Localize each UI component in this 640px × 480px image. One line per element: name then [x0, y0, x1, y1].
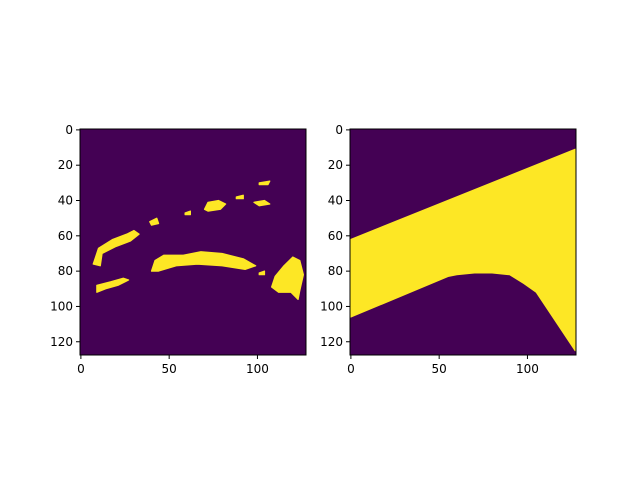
mask-region-9 — [235, 194, 244, 200]
axes-frame — [349, 128, 577, 356]
x-tick-label: 50 — [162, 362, 177, 376]
y-tick-label: 120 — [50, 335, 73, 349]
y-tick-label: 0 — [335, 123, 343, 137]
axes-frame — [79, 128, 307, 356]
mask-region-4 — [203, 199, 227, 212]
y-tick-label: 100 — [50, 299, 73, 313]
x-tick-label: 0 — [77, 362, 85, 376]
x-tick-label: 0 — [347, 362, 355, 376]
mask-region-3 — [271, 256, 304, 300]
y-tick-label: 120 — [320, 335, 343, 349]
mask-region-6 — [258, 180, 271, 186]
mask-region-8 — [184, 210, 191, 216]
y-tick-label: 80 — [58, 264, 73, 278]
x-tick-label: 100 — [246, 362, 269, 376]
mask-region-5 — [253, 199, 271, 207]
mask-region-7 — [149, 217, 160, 226]
y-tick-label: 60 — [58, 229, 73, 243]
left-mask-panel: 0 50 100 0 20 40 60 80 100 120 — [50, 123, 307, 376]
mask-region-0 — [350, 148, 576, 352]
y-tick-label: 40 — [58, 194, 73, 208]
y-tick-label: 20 — [58, 158, 73, 172]
y-tick-label: 60 — [328, 229, 343, 243]
mask-region-1 — [96, 277, 130, 293]
y-tick-label: 40 — [328, 194, 343, 208]
x-tick-label: 100 — [516, 362, 539, 376]
right-mask-panel: 0 50 100 0 20 40 60 80 100 120 — [320, 123, 577, 376]
mask-region-10 — [258, 270, 266, 276]
y-tick-label: 0 — [65, 123, 73, 137]
x-tick-label: 50 — [432, 362, 447, 376]
mask-region-0 — [92, 229, 140, 267]
y-tick-label: 80 — [328, 264, 343, 278]
mask-region-2 — [150, 251, 257, 272]
y-tick-label: 100 — [320, 299, 343, 313]
y-tick-label: 20 — [328, 158, 343, 172]
